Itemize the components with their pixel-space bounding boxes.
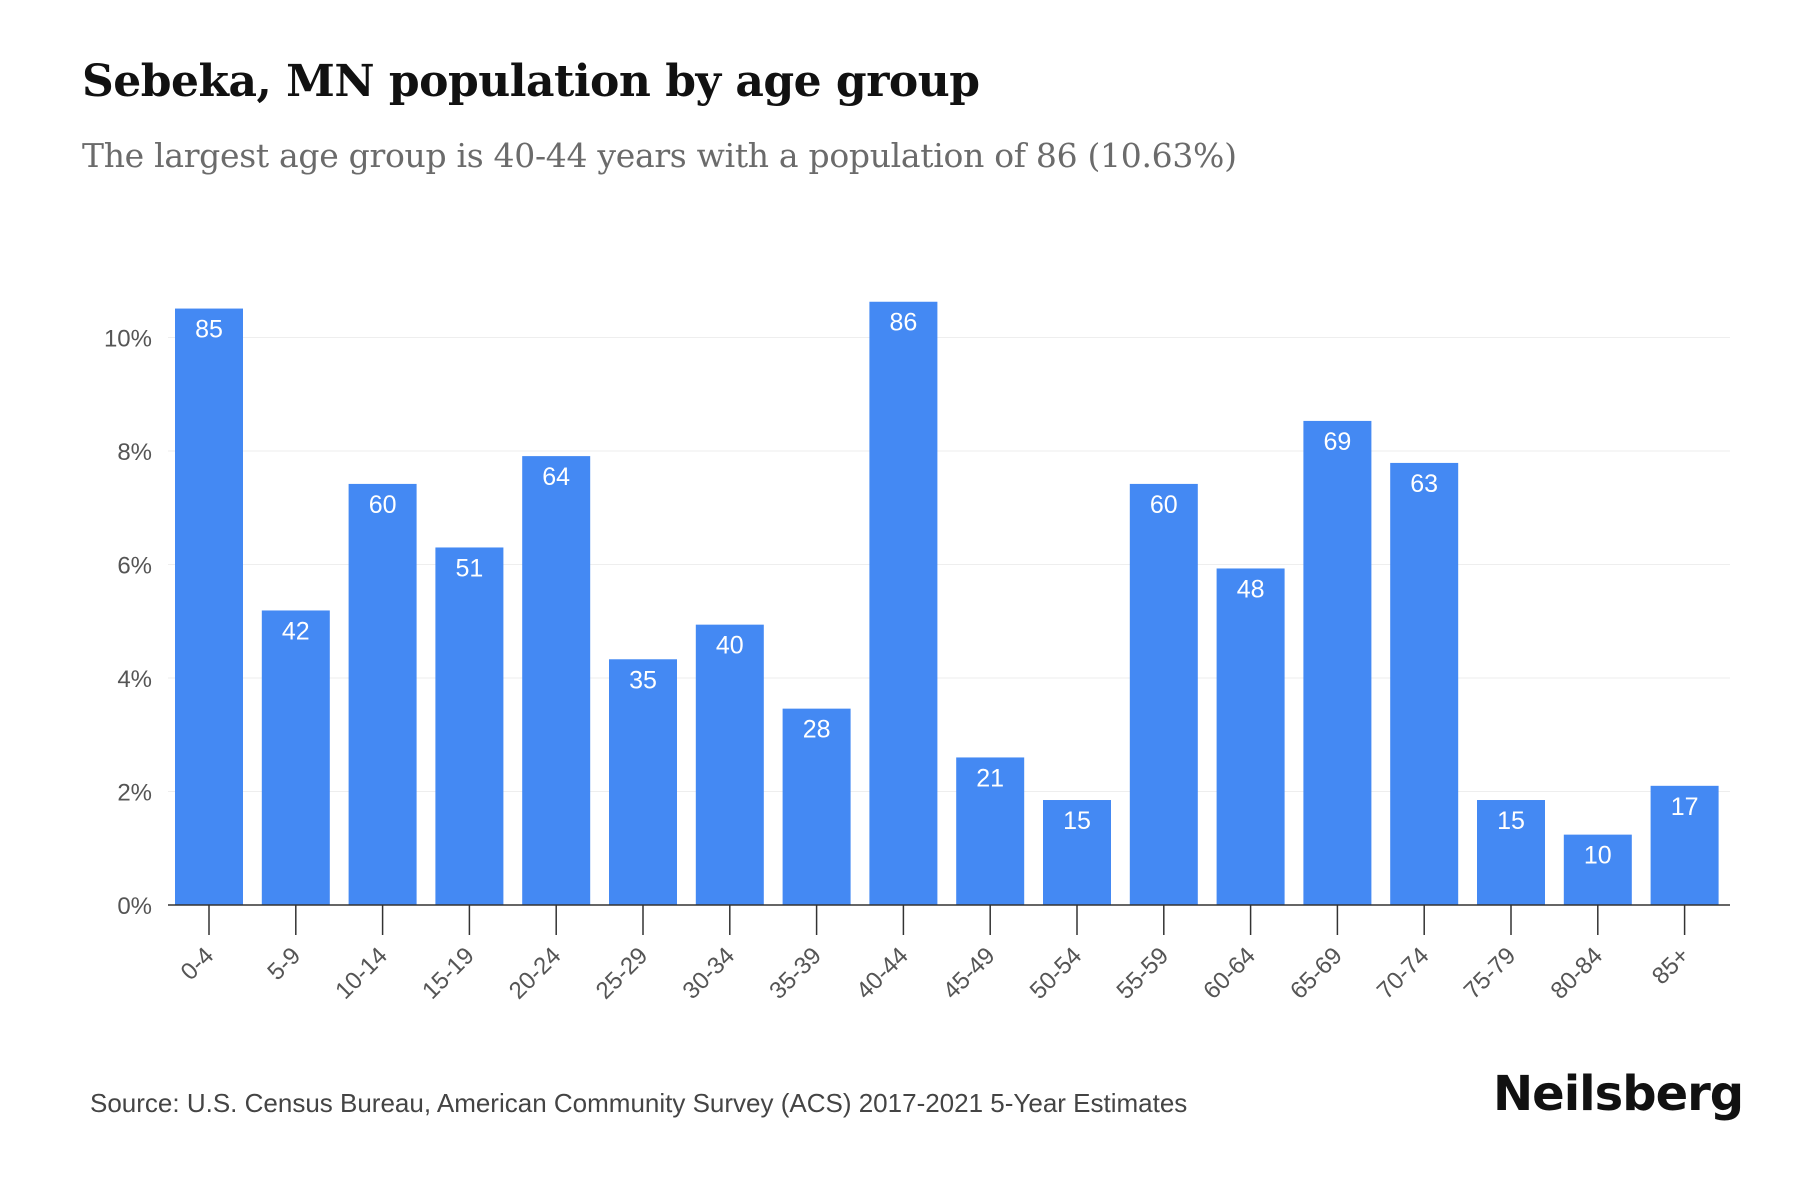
bar (522, 456, 591, 905)
bar-value-label: 51 (455, 554, 483, 582)
bar-value-label: 17 (1671, 793, 1699, 821)
bar-value-label: 21 (976, 764, 1004, 792)
x-tick-label: 70-74 (1372, 942, 1435, 1005)
x-tick-label: 25-29 (591, 942, 654, 1005)
x-tick-label: 55-59 (1112, 942, 1175, 1005)
x-tick-label: 85+ (1647, 942, 1695, 990)
bar (1303, 420, 1372, 905)
x-tick-label: 10-14 (330, 942, 393, 1005)
bar-value-label: 85 (195, 316, 223, 344)
x-tick-label: 35-39 (764, 942, 827, 1005)
x-tick-label: 45-49 (938, 942, 1001, 1005)
x-tick-label: 0-4 (176, 942, 220, 986)
y-tick-label: 0% (117, 893, 152, 920)
bar-value-label: 15 (1497, 807, 1525, 835)
bar-value-label: 28 (803, 716, 831, 744)
bar-value-label: 60 (1150, 491, 1178, 519)
x-tick-label: 15-19 (417, 942, 480, 1005)
x-tick-label: 75-79 (1459, 942, 1522, 1005)
x-tick-label: 65-69 (1285, 942, 1348, 1005)
x-tick-label: 80-84 (1546, 942, 1609, 1005)
bar (1477, 800, 1545, 905)
bar-value-label: 69 (1323, 428, 1351, 456)
x-tick-label: 30-34 (678, 942, 741, 1005)
brand-logo: Neilsberg (1493, 1066, 1744, 1122)
bar (435, 547, 504, 905)
bar (1129, 483, 1198, 905)
x-tick-label: 5-9 (262, 942, 306, 986)
bar-value-label: 64 (542, 463, 570, 491)
chart-subtitle: The largest age group is 40-44 years wit… (82, 136, 1237, 175)
bar-value-label: 40 (716, 632, 744, 660)
y-tick-label: 8% (117, 439, 152, 466)
bar (1650, 785, 1719, 905)
y-tick-label: 10% (104, 326, 152, 353)
bar-value-label: 48 (1237, 575, 1265, 603)
x-tick-label: 40-44 (851, 942, 914, 1005)
bar (1043, 800, 1111, 905)
y-tick-label: 6% (117, 553, 152, 580)
y-tick-label: 4% (117, 666, 152, 693)
bar (348, 483, 417, 905)
bar-value-label: 63 (1410, 470, 1438, 498)
bar (782, 708, 851, 905)
x-tick-label: 50-54 (1025, 942, 1088, 1005)
bar (1390, 462, 1459, 905)
x-tick-label: 60-64 (1198, 942, 1261, 1005)
bar-value-label: 60 (369, 491, 397, 519)
y-tick-label: 2% (117, 780, 152, 807)
chart-title: Sebeka, MN population by age group (82, 56, 980, 107)
bar-value-label: 42 (282, 617, 310, 645)
bar (1563, 834, 1632, 905)
source-note: Source: U.S. Census Bureau, American Com… (90, 1088, 1188, 1118)
bar (175, 308, 243, 905)
bar (261, 610, 330, 905)
x-tick-label: 20-24 (504, 942, 567, 1005)
bar (869, 301, 938, 905)
bar-value-label: 15 (1063, 807, 1091, 835)
bar-value-label: 35 (629, 666, 657, 694)
bar (609, 659, 677, 905)
bar (1216, 568, 1285, 905)
bar-value-label: 86 (889, 309, 917, 337)
bar (695, 624, 764, 905)
bar (956, 757, 1025, 905)
bar-value-label: 10 (1584, 842, 1612, 870)
